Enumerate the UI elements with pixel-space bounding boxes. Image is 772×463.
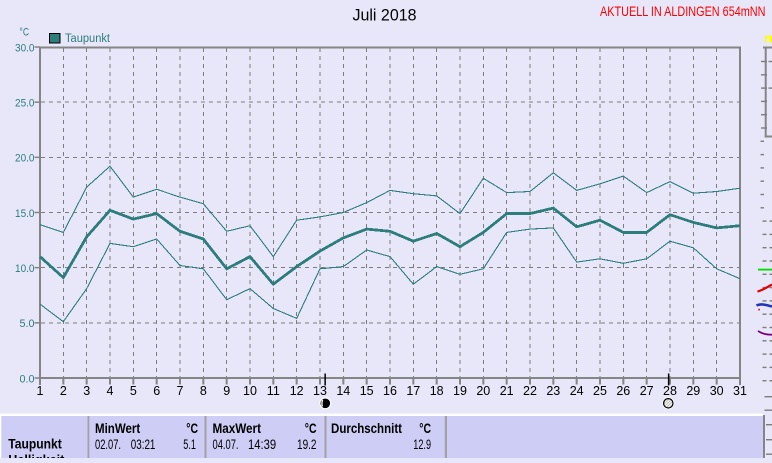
svg-text:7: 7: [177, 384, 184, 398]
svg-text:12.9: 12.9: [413, 437, 431, 452]
svg-text:31: 31: [733, 384, 747, 398]
svg-text:Juli 2018: Juli 2018: [353, 6, 417, 25]
svg-text:26: 26: [616, 384, 630, 398]
svg-text:3: 3: [83, 384, 90, 398]
svg-text:10.0: 10.0: [15, 263, 35, 275]
svg-text:9: 9: [223, 384, 230, 398]
svg-text:AKTUELL IN ALDINGEN 654mNN: AKTUELL IN ALDINGEN 654mNN: [600, 3, 766, 19]
svg-text:°C: °C: [19, 26, 29, 38]
svg-text:Helligkeit: Helligkeit: [8, 452, 64, 458]
svg-text:°C: °C: [419, 421, 431, 436]
svg-text:6: 6: [153, 384, 160, 398]
svg-text:Taupunkt: Taupunkt: [65, 33, 111, 45]
svg-text:28: 28: [663, 384, 677, 398]
svg-text:04.07.: 04.07.: [213, 437, 239, 452]
svg-text:5.1: 5.1: [183, 437, 196, 452]
svg-text:°C: °C: [305, 421, 317, 436]
svg-text:19: 19: [453, 384, 467, 398]
svg-text:14:39: 14:39: [248, 437, 276, 452]
svg-text:18: 18: [430, 384, 444, 398]
svg-text:MinWert: MinWert: [95, 421, 141, 436]
svg-text:23: 23: [546, 384, 560, 398]
svg-text:24: 24: [570, 384, 584, 398]
svg-text:4: 4: [107, 384, 114, 398]
svg-text:22: 22: [523, 384, 537, 398]
svg-text:11: 11: [267, 384, 280, 398]
svg-text:02.07.: 02.07.: [95, 437, 121, 452]
svg-text:5: 5: [130, 384, 137, 398]
svg-text:03:21: 03:21: [131, 437, 156, 452]
svg-text:29: 29: [686, 384, 700, 398]
svg-text:16: 16: [383, 384, 397, 398]
svg-text:21: 21: [500, 384, 514, 398]
svg-text:1: 1: [37, 384, 44, 398]
svg-text:19.2: 19.2: [297, 437, 317, 452]
svg-text:Taupunkt: Taupunkt: [8, 437, 62, 452]
svg-text:5.0: 5.0: [20, 318, 35, 330]
svg-text:2: 2: [60, 384, 67, 398]
svg-text:0.0: 0.0: [20, 373, 35, 385]
svg-text:30: 30: [710, 384, 724, 398]
svg-text:20: 20: [476, 384, 490, 398]
svg-text:10: 10: [243, 384, 257, 398]
svg-text:25.0: 25.0: [15, 98, 35, 110]
svg-text:12: 12: [290, 384, 304, 398]
svg-text:15.0: 15.0: [15, 208, 35, 220]
svg-text:15: 15: [360, 384, 374, 398]
svg-text:°C: °C: [186, 421, 198, 436]
svg-text:14: 14: [336, 384, 350, 398]
svg-text:17: 17: [406, 384, 420, 398]
svg-text:30.0: 30.0: [15, 42, 35, 54]
svg-text:13: 13: [313, 384, 327, 398]
svg-text:MaxWert: MaxWert: [213, 421, 262, 436]
svg-text:27: 27: [640, 384, 654, 398]
svg-text:8: 8: [200, 384, 207, 398]
svg-text:n: n: [764, 32, 772, 46]
svg-text:25: 25: [593, 384, 607, 398]
svg-text:Durchschnitt: Durchschnitt: [331, 421, 402, 436]
svg-text:20.0: 20.0: [15, 153, 35, 165]
